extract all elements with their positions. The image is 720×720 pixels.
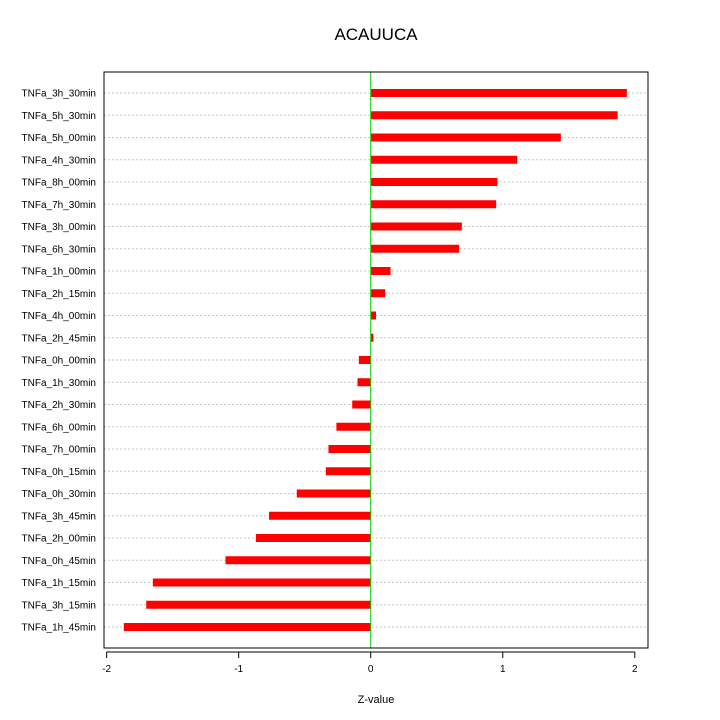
x-tick-label: -1 xyxy=(234,664,243,675)
bar xyxy=(328,445,371,453)
bar xyxy=(370,200,497,209)
y-tick-label: TNFa_0h_15min xyxy=(22,467,96,478)
y-tick-label: TNFa_8h_00min xyxy=(22,178,96,189)
x-tick-label: 0 xyxy=(368,664,374,675)
bar xyxy=(370,333,374,342)
bar xyxy=(370,244,460,253)
bar xyxy=(370,89,627,97)
y-tick-label: TNFa_0h_45min xyxy=(22,556,96,567)
bar xyxy=(358,356,371,364)
y-tick-label: TNFa_6h_30min xyxy=(22,244,96,255)
y-tick-label: TNFa_6h_00min xyxy=(22,422,96,433)
bar xyxy=(255,534,371,542)
y-tick-label: TNFa_2h_15min xyxy=(22,289,96,300)
y-tick-label: TNFa_7h_30min xyxy=(22,200,96,211)
y-tick-label: TNFa_4h_00min xyxy=(22,311,96,322)
bar xyxy=(225,556,371,565)
y-tick-label: TNFa_0h_30min xyxy=(22,489,96,500)
y-tick-labels: TNFa_3h_30min TNFa_5h_30min TNFa_5h_00min T… xyxy=(22,89,96,634)
bar xyxy=(325,467,371,476)
y-tick-label: TNFa_7h_00min xyxy=(22,445,96,456)
plot-frame xyxy=(103,71,649,649)
bar xyxy=(152,578,371,587)
bar xyxy=(336,422,371,431)
y-tick-label: TNFa_4h_30min xyxy=(22,155,96,166)
bar xyxy=(370,178,498,186)
bar xyxy=(370,111,618,120)
y-tick-label: TNFa_1h_15min xyxy=(22,578,96,589)
y-tick-label: TNFa_3h_15min xyxy=(22,600,96,611)
bar xyxy=(370,311,376,320)
x-tick-label: -2 xyxy=(102,664,111,675)
y-tick-label: TNFa_2h_45min xyxy=(22,333,96,344)
bar xyxy=(370,133,561,142)
y-tick-label: TNFa_1h_30min xyxy=(22,378,96,389)
x-axis: -2 -1 0 1 2 xyxy=(102,651,638,675)
y-tick-label: TNFa_2h_00min xyxy=(22,534,96,545)
bar xyxy=(146,600,371,609)
bar xyxy=(370,289,386,298)
bar xyxy=(370,222,462,231)
x-tick-label: 2 xyxy=(632,664,638,675)
bar xyxy=(352,400,371,409)
bar xyxy=(296,489,371,498)
bar xyxy=(269,511,371,520)
bar xyxy=(370,267,391,275)
bar xyxy=(370,155,518,164)
x-tick-label: 1 xyxy=(500,664,506,675)
bars xyxy=(123,89,627,631)
y-tick-label: TNFa_3h_45min xyxy=(22,511,96,522)
y-tick-label: TNFa_2h_30min xyxy=(22,400,96,411)
grid-lines xyxy=(104,92,648,628)
y-tick-label: TNFa_0h_00min xyxy=(22,356,96,367)
y-tick-label: TNFa_3h_00min xyxy=(22,222,96,233)
y-tick-label: TNFa_5h_30min xyxy=(22,111,96,122)
y-tick-label: TNFa_3h_30min xyxy=(22,89,96,100)
x-axis-label: Z-value xyxy=(358,694,395,706)
y-tick-label: TNFa_5h_00min xyxy=(22,133,96,144)
y-tick-label: TNFa_1h_45min xyxy=(22,623,96,634)
y-tick-label: TNFa_1h_00min xyxy=(22,267,96,278)
chart-title: ACAUUCA xyxy=(334,25,418,44)
bar xyxy=(357,378,371,387)
bar xyxy=(123,623,371,631)
